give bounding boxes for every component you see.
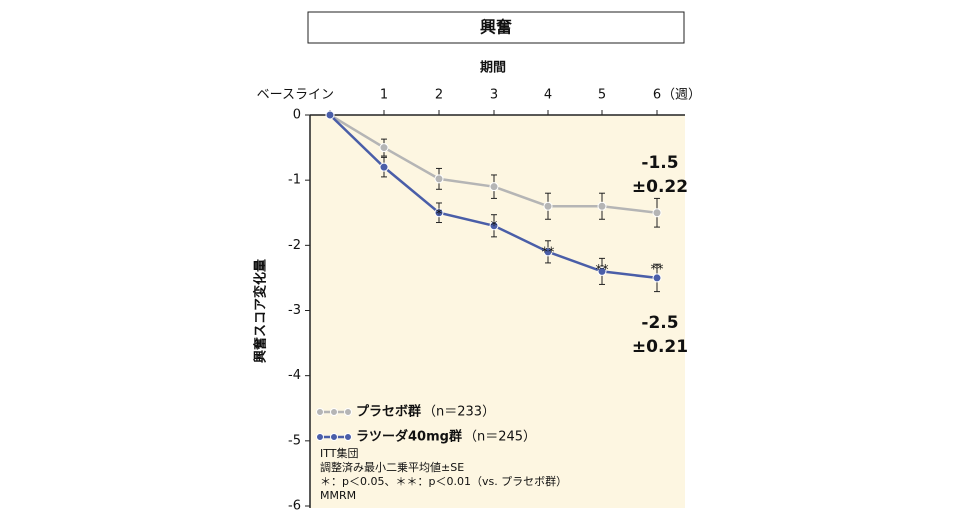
end-label: -2.5 <box>641 313 678 333</box>
x-tick-label: 6 <box>653 88 661 103</box>
chart-title: 興奮 <box>480 18 512 37</box>
marker <box>489 182 499 192</box>
significance-label: ** <box>596 263 610 278</box>
marker <box>597 266 607 276</box>
marker <box>379 162 389 172</box>
x-tick-label: 3 <box>490 88 498 103</box>
marker <box>434 208 444 218</box>
x-tick-label: 2 <box>435 88 443 103</box>
significance-label: ** <box>542 245 556 260</box>
legend-label: ラツーダ40mg群 <box>356 429 462 445</box>
marker <box>379 143 389 153</box>
marker <box>434 174 444 184</box>
legend-n: （n＝245） <box>464 430 536 445</box>
y-tick-label: -2 <box>288 238 301 253</box>
marker <box>652 208 662 218</box>
title-box <box>307 11 685 44</box>
marker <box>597 201 607 211</box>
y-tick-label: 0 <box>293 108 301 123</box>
footnote: MMRM <box>320 489 356 502</box>
significance-label: * <box>436 207 443 222</box>
legend-marker <box>344 408 352 416</box>
legend-marker <box>344 433 352 441</box>
legend-label: プラセボ群 <box>356 404 421 420</box>
marker <box>325 110 335 120</box>
end-label: ±0.21 <box>632 337 688 357</box>
legend-marker <box>330 433 338 441</box>
plot-area <box>310 115 685 508</box>
significance-label: * <box>491 219 498 234</box>
y-tick-label: -5 <box>288 433 301 448</box>
y-tick-label: -4 <box>288 368 301 383</box>
legend-marker <box>330 408 338 416</box>
end-label: -1.5 <box>641 153 678 173</box>
y-tick-label: -6 <box>288 499 301 514</box>
marker <box>652 273 662 283</box>
x-title: 期間 <box>480 61 506 76</box>
x-tick-label: 4 <box>544 88 552 103</box>
y-tick-label: -3 <box>288 303 301 318</box>
footnote: 調整済み最小二乗平均値±SE <box>320 460 464 474</box>
significance-label: ** <box>651 263 665 278</box>
x-tick-label: ベースライン <box>257 88 334 103</box>
legend-marker <box>316 433 324 441</box>
legend-marker <box>316 408 324 416</box>
footnote: ITT集団 <box>320 446 359 460</box>
marker <box>543 201 553 211</box>
x-tick-label: 5 <box>598 88 606 103</box>
footnote: ＊：p＜0.05、＊＊：p＜0.01（vs. プラセボ群） <box>320 474 567 488</box>
y-title: 興奮スコア変化量 <box>253 259 269 363</box>
legend-n: （n＝233） <box>423 405 495 420</box>
marker <box>543 247 553 257</box>
y-tick-label: -1 <box>288 173 301 188</box>
x-unit: （週） <box>662 88 701 103</box>
x-tick-label: 1 <box>380 88 388 103</box>
end-label: ±0.22 <box>632 177 688 197</box>
marker <box>489 221 499 231</box>
